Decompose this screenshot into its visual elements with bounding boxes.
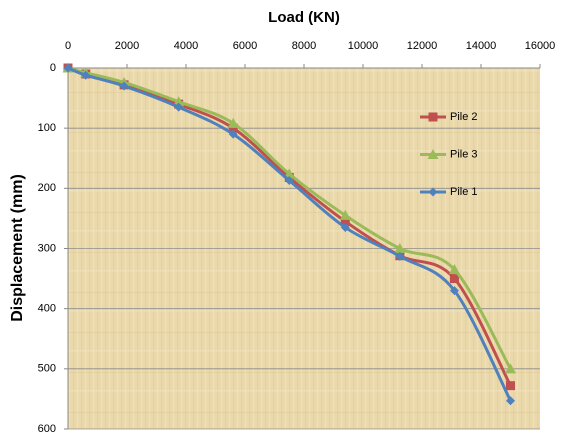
x-tick-label: 8000 (292, 40, 316, 52)
marker (449, 286, 459, 296)
marker (174, 102, 184, 112)
y-tick-label: 600 (38, 423, 56, 435)
marker (428, 187, 438, 197)
marker (340, 222, 350, 232)
y-tick-label: 500 (38, 363, 56, 375)
x-tick-label: 2000 (115, 40, 139, 52)
marker (227, 117, 239, 128)
marker (505, 363, 516, 374)
x-tick-label: 12000 (407, 40, 438, 52)
marker (284, 176, 294, 186)
series-line (67, 66, 512, 370)
marker (427, 149, 439, 159)
marker (395, 251, 405, 261)
marker (173, 96, 185, 107)
marker (428, 112, 438, 122)
marker (506, 381, 515, 391)
y-tick-label: 200 (38, 182, 56, 194)
marker (81, 70, 91, 80)
marker (283, 168, 295, 179)
legend-label: Pile 3 (450, 148, 478, 160)
marker (506, 396, 515, 406)
marker (119, 81, 129, 91)
x-tick-label: 16000 (525, 40, 556, 52)
chart-title: Load (KN) (268, 9, 340, 26)
x-tick-label: 0 (65, 40, 71, 52)
y-tick-label: 300 (38, 242, 56, 254)
series-line (67, 66, 512, 402)
x-tick-label: 10000 (348, 40, 379, 52)
legend-label: Pile 2 (450, 111, 478, 123)
marker (228, 129, 238, 139)
marker (449, 274, 459, 284)
y-tick-label: 0 (50, 62, 56, 74)
marker (340, 216, 350, 226)
legend-label: Pile 1 (450, 186, 478, 198)
x-tick-label: 6000 (233, 40, 257, 52)
marker (63, 63, 73, 73)
marker (394, 243, 406, 253)
marker (228, 123, 238, 133)
x-tick-label: 4000 (174, 40, 198, 52)
y-tick-label: 100 (38, 122, 56, 134)
y-tick-label: 400 (38, 303, 56, 315)
y-axis-title: Displacement (mm) (9, 174, 26, 322)
x-tick-label: 14000 (466, 40, 497, 52)
marker (339, 209, 351, 220)
marker (448, 264, 460, 275)
